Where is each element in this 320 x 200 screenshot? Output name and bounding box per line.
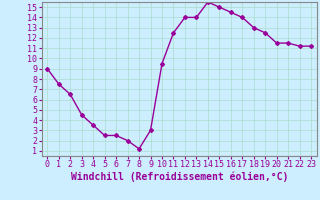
- X-axis label: Windchill (Refroidissement éolien,°C): Windchill (Refroidissement éolien,°C): [70, 172, 288, 182]
